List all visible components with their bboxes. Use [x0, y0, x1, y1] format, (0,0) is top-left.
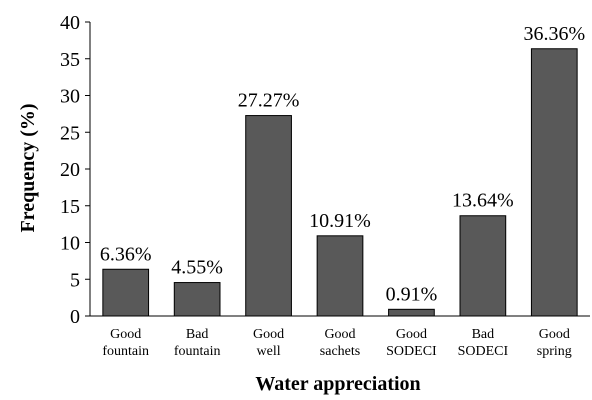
bar	[173, 282, 221, 317]
y-tick-label: 25	[60, 122, 80, 144]
x-tick-line: SODECI	[458, 344, 509, 359]
x-axis-label: Water appreciation	[255, 373, 420, 395]
x-tick-label: Good sachets	[320, 327, 360, 359]
bar	[245, 115, 292, 317]
y-tick-label: 0	[70, 306, 80, 328]
bar	[459, 215, 507, 317]
x-tick-line: Bad	[472, 327, 495, 342]
value-label: 6.36%	[100, 243, 152, 265]
y-tick-label: 20	[60, 159, 80, 181]
x-tick-line: Good	[253, 327, 284, 342]
y-tick-label: 10	[60, 233, 80, 255]
x-tick-line: fountain	[174, 344, 221, 359]
x-tick-label: Good well	[253, 327, 284, 359]
x-tick-line: Good	[324, 327, 355, 342]
x-tick-label: Good spring	[537, 327, 572, 359]
value-label: 10.91%	[309, 210, 371, 232]
x-tick-line: SODECI	[386, 344, 437, 359]
x-tick-line: Good	[110, 327, 141, 342]
x-tick-line: fountain	[102, 344, 149, 359]
bar	[102, 268, 150, 317]
x-tick-label: Bad fountain	[174, 327, 221, 359]
x-tick-label: Good fountain	[102, 327, 149, 359]
y-axis-label: Frequency (%)	[17, 103, 39, 232]
bar	[388, 308, 435, 317]
value-label: 27.27%	[238, 90, 300, 112]
x-tick-line: spring	[537, 344, 572, 359]
x-tick-line: Bad	[186, 327, 209, 342]
value-label: 0.91%	[386, 283, 438, 305]
x-tick-line: well	[257, 344, 281, 359]
x-tick-line: sachets	[320, 344, 360, 359]
y-tick-label: 40	[60, 12, 80, 34]
y-tick-label: 5	[70, 269, 80, 291]
y-tick-label: 30	[60, 86, 80, 108]
x-tick-line: Good	[539, 327, 570, 342]
y-tick-label: 35	[60, 49, 80, 71]
value-label: 36.36%	[523, 23, 585, 45]
bar	[316, 235, 364, 317]
bar	[530, 48, 578, 317]
x-tick-label: Good SODECI	[386, 327, 437, 359]
y-tick-label: 15	[60, 196, 80, 218]
value-label: 13.64%	[452, 190, 514, 212]
value-label: 4.55%	[171, 257, 223, 279]
x-tick-line: Good	[396, 327, 427, 342]
x-tick-label: Bad SODECI	[458, 327, 509, 359]
